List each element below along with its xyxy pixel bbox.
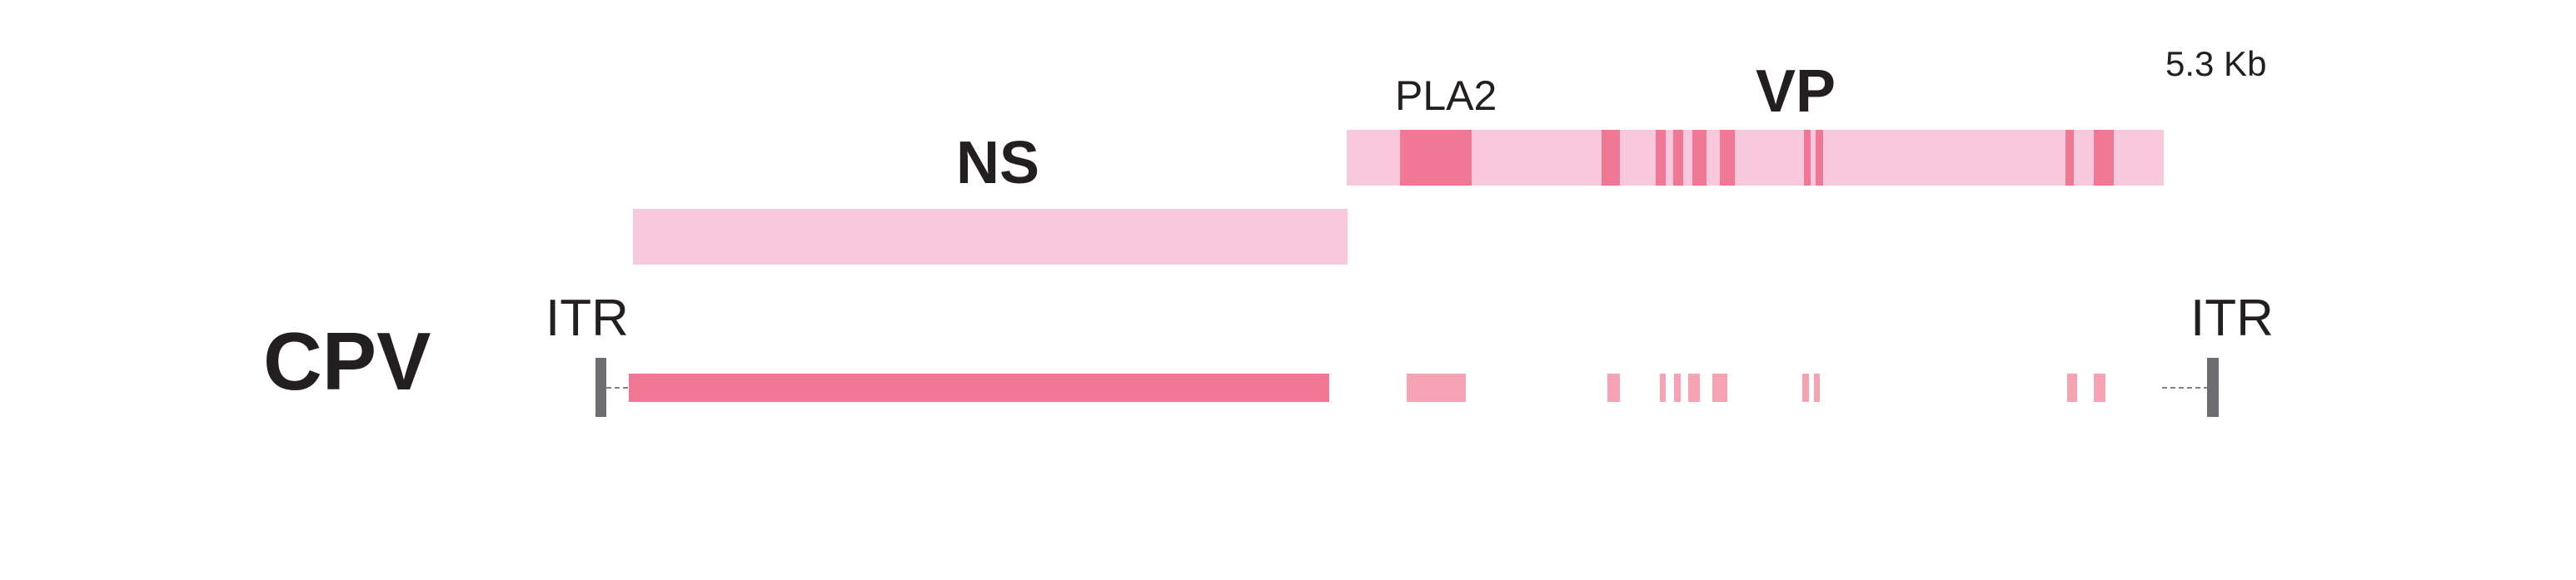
vp-gene-label: VP [1756, 58, 1836, 125]
vp-dark-segment [1720, 130, 1735, 186]
genome-light-segment [2094, 374, 2105, 402]
genome-light-segment [1712, 374, 1727, 402]
genome-light-segment [1802, 374, 1809, 402]
vp-dark-segment [1816, 130, 1823, 186]
genome-light-segment [1688, 374, 1700, 402]
genome-bar [629, 374, 1329, 402]
vp-dark-segment [1656, 130, 1666, 186]
pla2-domain-label: PLA2 [1395, 72, 1497, 119]
genome-light-segment [1607, 374, 1620, 402]
genome-title: CPV [263, 315, 431, 407]
ns-gene-label: NS [956, 130, 1040, 196]
itr-right-label: ITR [2190, 290, 2274, 347]
vp-dark-segment [1673, 130, 1683, 186]
vp-dark-segment [2094, 130, 2114, 186]
genome-light-segment [1407, 374, 1466, 402]
genome-light-segment [1674, 374, 1681, 402]
vp-dark-segment [2065, 130, 2074, 186]
itr-left-label: ITR [546, 290, 629, 347]
vp-pla2-segment [1400, 130, 1472, 186]
itr-right-marker [2207, 358, 2219, 417]
vp-dark-segment [1692, 130, 1707, 186]
itr-left-marker [595, 358, 606, 417]
vp-dark-segment [1602, 130, 1620, 186]
vp-dark-segment [1804, 130, 1811, 186]
vp-gene-bar [1347, 130, 2164, 186]
genome-light-segment [2067, 374, 2077, 402]
genome-light-segment [1660, 374, 1666, 402]
genome-light-segment [1814, 374, 1820, 402]
ns-gene-bar [633, 209, 1348, 265]
genome-size-label: 5.3 Kb [2165, 44, 2267, 83]
